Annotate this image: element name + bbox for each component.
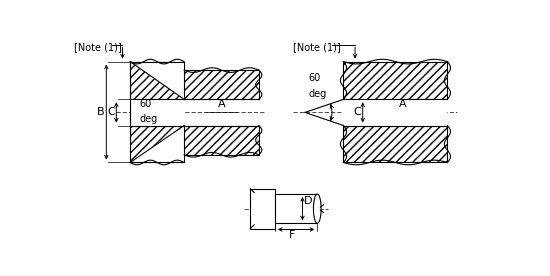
Text: deg: deg: [309, 89, 327, 99]
Text: B: B: [96, 107, 104, 117]
Bar: [343, 99, 448, 126]
Bar: [130, 126, 184, 163]
Ellipse shape: [314, 194, 321, 223]
Polygon shape: [130, 62, 184, 99]
Text: A: A: [218, 99, 226, 109]
Text: D: D: [304, 196, 312, 206]
Text: [Note (1)]: [Note (1)]: [294, 42, 341, 52]
Text: [Note (1)]: [Note (1)]: [74, 42, 122, 52]
Text: C: C: [107, 107, 115, 117]
Polygon shape: [130, 99, 184, 126]
Text: C: C: [354, 107, 361, 117]
Text: A: A: [399, 99, 407, 109]
Bar: [343, 126, 448, 163]
Text: 60: 60: [309, 73, 321, 83]
Bar: [184, 126, 258, 155]
Polygon shape: [130, 126, 184, 163]
Bar: [130, 62, 184, 99]
Bar: [275, 194, 317, 223]
Bar: [184, 70, 258, 99]
Text: F: F: [289, 230, 295, 240]
Bar: [343, 62, 448, 99]
Text: 60: 60: [140, 99, 152, 108]
Text: deg: deg: [140, 114, 158, 124]
Bar: [250, 189, 275, 229]
